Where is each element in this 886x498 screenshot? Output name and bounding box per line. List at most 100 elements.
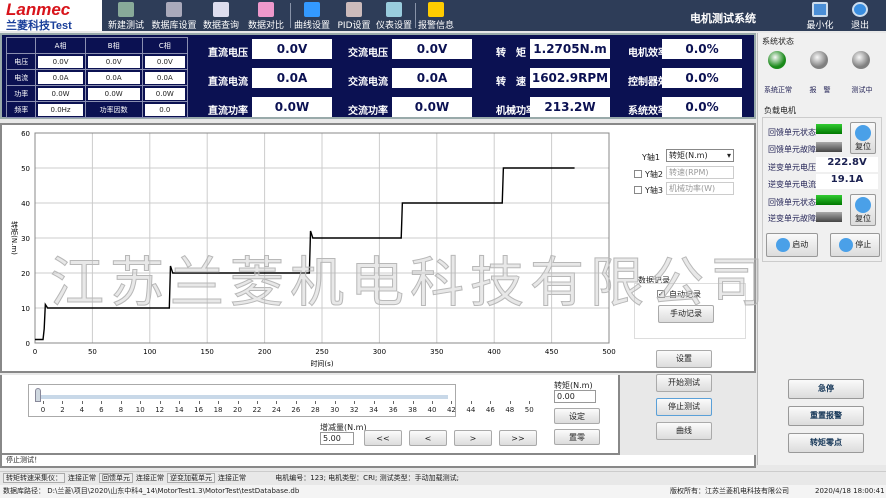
meter-value: 0.0W [252, 97, 332, 117]
x-axis-label: 时间(s) [310, 359, 333, 368]
slider-tick-label: 34 [369, 406, 379, 414]
zero-button[interactable]: 置零 [554, 429, 600, 445]
app-title: 电机测试系统 [690, 12, 756, 25]
slider-tick-label: 30 [330, 406, 340, 414]
step-input[interactable]: 5.00 [320, 432, 354, 445]
reset-button-1[interactable]: 复位 [850, 122, 876, 154]
y-tick-label: 60 [21, 130, 30, 138]
meter-value: 0.0% [662, 97, 742, 117]
meter-value: 0.0% [662, 39, 742, 59]
emergency-stop-button[interactable]: 急停 [788, 379, 864, 399]
slider-tick-label: 50 [524, 406, 534, 414]
chart-panel: 0 50 100 150 200 250 300 350 400 450 500 0 10 20 30 40 5… [0, 123, 756, 373]
meter-label: 交流功率 [348, 106, 388, 117]
toolbar-database-button[interactable]: 数据库设置 [150, 2, 198, 31]
warning-icon [428, 2, 444, 17]
y1-select[interactable]: 转矩(N.m) ▾ [666, 149, 734, 162]
minimize-icon [812, 2, 828, 17]
step-fast-forward-button[interactable]: >> [499, 430, 537, 446]
freq-value: 0.0Hz [38, 103, 83, 116]
torque-slider-thumb[interactable] [35, 388, 41, 402]
toolbar-pid-button[interactable]: PID设置 [335, 2, 373, 31]
set-button[interactable]: 设定 [554, 408, 600, 424]
start-motor-button[interactable]: 启动 [766, 233, 818, 257]
stop-test-button[interactable]: 停止测试 [656, 398, 712, 416]
status-led [810, 51, 828, 69]
slider-tick-label: 6 [99, 406, 104, 414]
meter-value: 0.0A [252, 68, 332, 88]
step-fast-back-button[interactable]: << [364, 430, 402, 446]
slider-tick-label: 18 [213, 406, 223, 414]
fb-fault-indicator [816, 142, 842, 152]
meter-label: 直流功率 [208, 106, 248, 117]
x-tick-label: 350 [430, 348, 443, 356]
toolbar-meter-button[interactable]: 仪表设置 [375, 2, 413, 31]
phase-value: 0.0V [87, 55, 140, 68]
torque-control-panel: 0 2 4 6 8 10 12 14 16 18 20 22 24 26 28 30 32 34 36 38 40 42 4… [0, 375, 620, 455]
meter-icon [386, 2, 402, 17]
phase-value: 0.0A [144, 71, 185, 84]
freq-label: 频率 [5, 101, 37, 118]
meter-label: 交流电流 [348, 77, 388, 88]
torque-slider-track[interactable] [36, 395, 448, 399]
toolbar-label: 报警信息 [417, 21, 454, 31]
status-led [768, 51, 786, 69]
inv-current-label: 逆变单元电流 [768, 180, 816, 189]
slider-tick-label: 44 [466, 406, 476, 414]
connection-status: 连接正常 [218, 474, 246, 482]
phase-value: 0.0W [87, 87, 140, 100]
stop-icon [838, 237, 853, 252]
slider-tick-label: 2 [60, 406, 65, 414]
toolbar: Lanmec 兰菱科技Test 新建测试 数据库设置 数据查询 数据对比 曲线设置 PID设… [0, 0, 886, 32]
slider-tick-label: 20 [233, 406, 242, 414]
phase-header: A相 [35, 37, 86, 54]
toolbar-compare-button[interactable]: 数据对比 [244, 2, 288, 31]
toolbar-tools-button[interactable]: 曲线设置 [290, 2, 334, 31]
fb-state-indicator [816, 124, 842, 134]
y-tick-label: 0 [26, 340, 30, 348]
meter-value: 1602.9RPM [530, 68, 610, 88]
y3-select[interactable]: 机械功率(W) [666, 182, 734, 195]
footer-bar: 数据库路径： D:\兰菱\项目\2020\山东中科4_14\MotorTest1… [0, 485, 886, 498]
connection-status-bar: 转矩转速采集仪： 连接正常 回馈单元 连接正常 逆变加载单元 连接正常 电机编号：123;… [0, 471, 886, 485]
y3-checkbox[interactable] [634, 186, 642, 194]
status-message: 停止测试！ [0, 455, 756, 468]
start-test-button[interactable]: 开始测试 [656, 374, 712, 392]
slider-tick-label: 8 [118, 406, 124, 414]
fb-state2-indicator [816, 195, 842, 205]
right-sidebar: 系统状态 系统正常 报 警 测试中 负载电机 回馈单元状态 回馈单元故障 复位 逆变… [757, 33, 886, 465]
toolbar-search-button[interactable]: 数据查询 [200, 2, 242, 31]
reset-button-2[interactable]: 复位 [850, 194, 876, 226]
torque-zero-button[interactable]: 转矩零点 [788, 433, 864, 453]
step-forward-button[interactable]: > [454, 430, 492, 446]
minimize-button[interactable]: 最小化 [802, 2, 838, 31]
y1-label: Y轴1 [642, 153, 660, 162]
phase-header [5, 37, 37, 54]
auto-record-checkbox[interactable]: ✓ [657, 290, 665, 298]
slider-tick-label: 32 [349, 406, 359, 414]
step-back-button[interactable]: < [409, 430, 447, 446]
x-tick-label: 500 [602, 348, 615, 356]
device-label: 回馈单元 [99, 473, 133, 483]
torque-series-line [35, 167, 575, 341]
measurement-panel: A相 B相 C相 电压 0.0V 0.0V 0.0V 电流 0.0A 0.0A 0.0A 功率 0.0W… [0, 33, 756, 119]
y3-label: Y轴3 [645, 186, 663, 195]
torque-input[interactable]: 0.00 [554, 390, 596, 403]
meter-label: 电机效率 [628, 48, 668, 59]
slider-tick-label: 26 [291, 406, 301, 414]
phase-value: 0.0W [144, 87, 185, 100]
exit-button[interactable]: 退出 [845, 2, 875, 31]
settings-button[interactable]: 设置 [656, 350, 712, 368]
status-led-label: 报 警 [809, 86, 831, 94]
phase-header: C相 [141, 37, 189, 54]
y2-checkbox[interactable] [634, 170, 642, 178]
reset-alarm-button[interactable]: 重置报警 [788, 406, 864, 426]
motor-info: 电机编号：123; 电机类型：CRI; 测试类型：手动加载测试; [275, 474, 459, 482]
stop-motor-button[interactable]: 停止 [830, 233, 880, 257]
y2-select[interactable]: 转速(RPM) [666, 166, 734, 179]
toolbar-new-doc-button[interactable]: 新建测试 [104, 2, 148, 31]
curve-button[interactable]: 曲线 [656, 422, 712, 440]
manual-record-button[interactable]: 手动记录 [658, 305, 714, 323]
device-label: 逆变加载单元 [167, 473, 215, 483]
toolbar-warning-button[interactable]: 报警信息 [415, 2, 457, 31]
